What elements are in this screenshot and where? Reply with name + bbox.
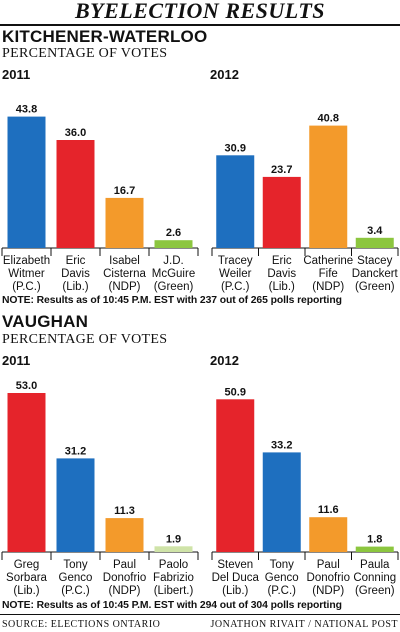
bar: [105, 518, 144, 552]
category-label: Sorbara: [6, 572, 48, 584]
data-label: 2.6: [166, 227, 181, 239]
category-label: (NDP): [109, 585, 141, 597]
category-label: Genco: [59, 572, 93, 584]
bar: [216, 155, 255, 248]
category-label: Paolo: [159, 559, 188, 571]
data-label: 23.7: [271, 164, 292, 176]
category-label: Fabrizio: [153, 572, 194, 584]
bar: [309, 517, 348, 552]
data-label: 31.2: [65, 445, 86, 457]
bar: [7, 116, 46, 248]
category-label: Stacey: [357, 255, 392, 267]
category-label: (Lib.): [62, 281, 88, 293]
category-label: (Lib.): [13, 585, 39, 597]
category-label: Paul: [113, 559, 136, 571]
title-rule: [0, 24, 400, 26]
category-label: (P.C.): [267, 585, 296, 597]
category-label: (NDP): [109, 281, 141, 293]
data-label: 16.7: [114, 185, 135, 197]
chart-title-vaughan-2012: 2012: [210, 353, 239, 368]
data-label: 1.9: [166, 533, 181, 545]
category-label: Eric: [66, 255, 86, 267]
category-label: Del Duca: [212, 572, 260, 584]
category-label: Davis: [267, 268, 296, 280]
category-label: (P.C.): [12, 281, 41, 293]
data-label: 3.4: [367, 225, 383, 237]
category-label: Steven: [217, 559, 253, 571]
subtitle-vaughan: PERCENTAGE OF VOTES: [2, 332, 168, 347]
chart-title-kw-2012: 2012: [210, 67, 239, 82]
footer-rule: [0, 614, 400, 615]
category-label: (P.C.): [61, 585, 90, 597]
bar: [7, 393, 46, 552]
chart-title-kw-2011: 2011: [2, 67, 31, 82]
category-label: Catherine: [303, 255, 353, 267]
bar: [355, 237, 394, 248]
data-label: 36.0: [65, 127, 86, 139]
bar: [154, 240, 193, 248]
data-label: 53.0: [16, 380, 37, 392]
category-label: (Lib.): [222, 585, 248, 597]
bar: [154, 546, 193, 552]
bar: [56, 458, 95, 552]
data-label: 43.8: [16, 104, 37, 116]
bar: [262, 176, 301, 248]
category-label: Elizabeth: [3, 255, 50, 267]
category-label: (NDP): [312, 281, 344, 293]
category-label: (P.C.): [221, 281, 250, 293]
source-credit: SOURCE: ELECTIONS ONTARIO: [2, 619, 161, 630]
bar: [262, 452, 301, 552]
note-kitchener-waterloo: NOTE: Results as of 10:45 P.M. EST with …: [2, 295, 342, 306]
data-label: 11.6: [318, 504, 339, 516]
data-label: 33.2: [271, 439, 292, 451]
category-label: Tony: [270, 559, 295, 571]
bar: [309, 125, 348, 248]
data-label: 50.9: [225, 386, 246, 398]
category-label: Donofrio: [103, 572, 146, 584]
photo-credit: JONATHON RIVAIT / NATIONAL POST: [210, 619, 398, 630]
bar: [216, 399, 255, 552]
data-label: 11.3: [114, 505, 135, 517]
bar: [56, 140, 95, 248]
page-title: BYELECTION RESULTS: [74, 0, 326, 23]
category-label: Eric: [272, 255, 292, 267]
category-label: (Lib.): [269, 281, 295, 293]
category-label: Conning: [353, 572, 396, 584]
category-label: J.D.: [163, 255, 183, 267]
category-label: Donofrio: [307, 572, 350, 584]
category-label: McGuire: [152, 268, 195, 280]
region-title-kitchener-waterloo: KITCHENER-WATERLOO: [2, 27, 208, 46]
category-label: Paula: [360, 559, 390, 571]
category-label: Danckert: [352, 268, 399, 280]
category-label: Witmer: [8, 268, 45, 280]
data-label: 1.8: [367, 534, 382, 546]
category-label: (Libert.): [154, 585, 194, 597]
data-label: 40.8: [318, 113, 339, 125]
category-label: Isabel: [109, 255, 140, 267]
category-label: Weiler: [219, 268, 252, 280]
category-label: Tracey: [218, 255, 253, 267]
category-label: Genco: [265, 572, 299, 584]
bar: [355, 546, 394, 552]
category-label: Greg: [14, 559, 40, 571]
category-label: (Green): [154, 281, 194, 293]
category-label: Tony: [63, 559, 88, 571]
region-title-vaughan: VAUGHAN: [2, 312, 89, 331]
data-label: 30.9: [225, 142, 246, 154]
note-vaughan: NOTE: Results as of 10:45 P.M. EST with …: [2, 600, 342, 611]
category-label: (NDP): [312, 585, 344, 597]
category-label: Fife: [319, 268, 338, 280]
category-label: Paul: [317, 559, 340, 571]
subtitle-kitchener-waterloo: PERCENTAGE OF VOTES: [2, 46, 168, 61]
category-label: (Green): [355, 585, 395, 597]
category-label: Davis: [61, 268, 90, 280]
chart-title-vaughan-2011: 2011: [2, 353, 31, 368]
bar: [105, 197, 144, 248]
category-label: (Green): [355, 281, 395, 293]
category-label: Cisterna: [103, 268, 146, 280]
